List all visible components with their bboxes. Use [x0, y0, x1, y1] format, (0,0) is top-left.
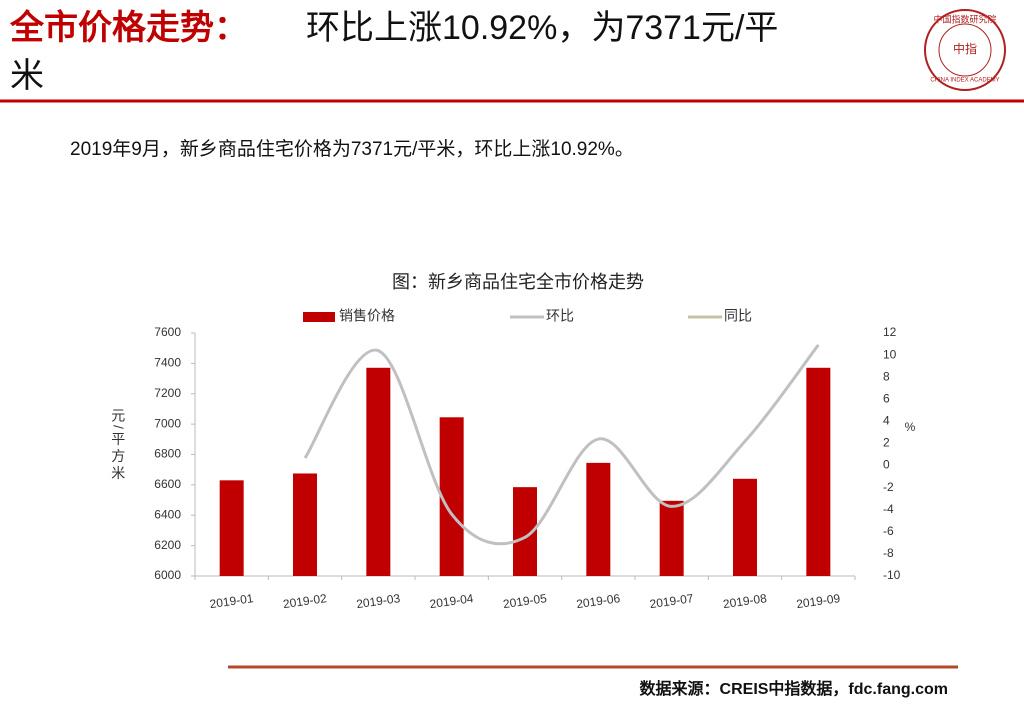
y2-tick-label: 10 — [883, 347, 897, 361]
legend-label: 销售价格 — [339, 308, 395, 324]
x-tick-label: 2019-01 — [209, 591, 255, 611]
logo: 中国指数研究院 CHINA INDEX ACADEMY 中指 — [924, 9, 1006, 91]
bar — [733, 478, 757, 576]
y-tick-label: 7200 — [154, 386, 181, 400]
logo-name: 中国指数研究院 — [933, 13, 996, 24]
logo-center: 中指 — [953, 41, 977, 56]
x-tick-label: 2019-05 — [502, 591, 548, 611]
bar — [219, 480, 244, 576]
y2-tick-label: -2 — [883, 480, 894, 494]
title-highlight: 全市价格走势： — [9, 8, 248, 47]
y2-tick-label: -4 — [883, 502, 894, 516]
logo-inner — [938, 23, 992, 77]
bar — [439, 417, 464, 576]
summary: 2019年9月，新乡商品住宅价格为7371元/平米，环比上涨10.92%。 — [70, 138, 634, 160]
y-tick-label: 6800 — [154, 447, 181, 461]
y-axis-label: 元/平方米 — [110, 408, 126, 483]
y2-tick-label: -8 — [883, 546, 894, 560]
y-tick-label: 7400 — [154, 356, 181, 370]
bar — [806, 367, 831, 576]
title: 环比上涨10.92%，为7371元/平米 — [10, 9, 778, 95]
y2-tick-label: 8 — [883, 369, 890, 383]
x-tick-label: 2019-07 — [649, 591, 695, 611]
bar — [366, 367, 391, 576]
bar — [586, 462, 611, 576]
legend-swatch — [303, 312, 335, 322]
x-tick-label: 2019-04 — [429, 591, 475, 611]
x-tick-label: 2019-03 — [355, 591, 401, 611]
legend-label: 同比 — [724, 308, 752, 324]
y2-tick-label: 0 — [883, 458, 890, 472]
logo-en: CHINA INDEX ACADEMY — [930, 78, 999, 84]
y2-tick-label: 4 — [883, 414, 890, 428]
y-tick-label: 6600 — [154, 477, 181, 491]
y2-tick-label: 12 — [883, 325, 897, 339]
logo-ring — [924, 9, 1006, 91]
y2-tick-label: -6 — [883, 524, 894, 538]
x-tick-label: 2019-08 — [722, 591, 768, 611]
x-tick-label: 2019-06 — [575, 591, 621, 611]
source: 数据来源：CREIS中指数据，fdc.fang.com — [640, 679, 948, 698]
y-tick-label: 6000 — [154, 568, 181, 582]
x-tick-label: 2019-09 — [795, 591, 841, 611]
legend-label: 环比 — [546, 308, 574, 324]
chart-title: 图：新乡商品住宅全市价格走势 — [392, 272, 644, 292]
y-tick-label: 7000 — [154, 416, 181, 430]
y-tick-label: 7600 — [154, 325, 181, 339]
y-tick-label: 6200 — [154, 538, 181, 552]
bar — [293, 473, 317, 576]
bar — [659, 500, 684, 576]
y2-axis-label: % — [905, 420, 916, 434]
line — [303, 344, 820, 546]
x-tick-label: 2019-02 — [282, 591, 328, 611]
y-tick-label: 6400 — [154, 507, 181, 521]
y2-tick-label: 2 — [883, 436, 890, 450]
y2-tick-label: -10 — [883, 568, 901, 582]
y2-tick-label: 6 — [883, 391, 890, 405]
